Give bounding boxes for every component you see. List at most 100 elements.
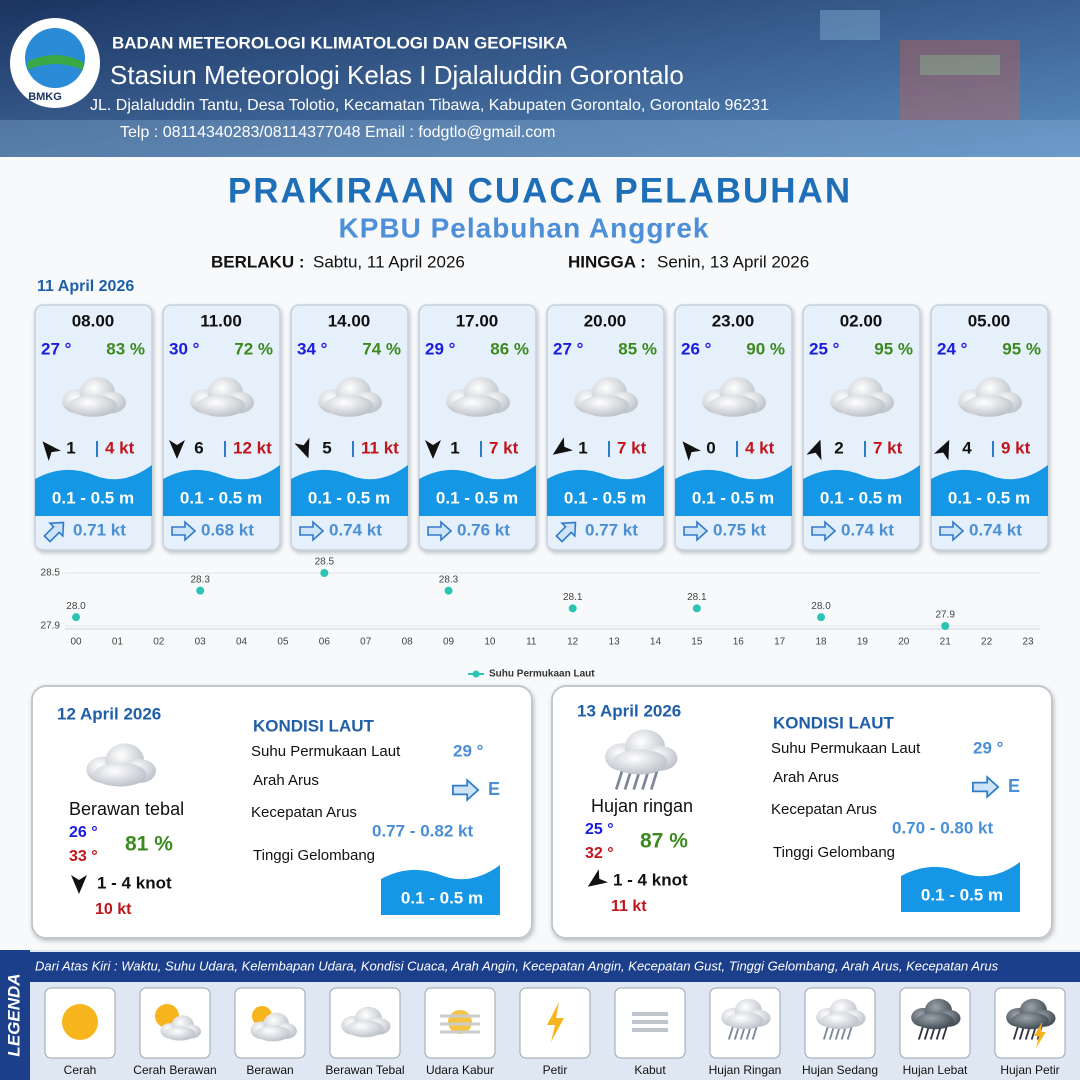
lightning bbox=[547, 1002, 564, 1042]
weather-icon bbox=[911, 998, 961, 1030]
rain-drop bbox=[917, 1025, 924, 1040]
x-tick-label: 11 bbox=[526, 637, 537, 648]
cloud-part bbox=[346, 1020, 384, 1038]
cloud-part bbox=[93, 762, 147, 787]
rain-drop bbox=[941, 1025, 948, 1040]
contact: Telp : 08114340283/08114377048 Email : f… bbox=[120, 124, 556, 141]
x-tick-label: 05 bbox=[277, 637, 289, 648]
current-arrow bbox=[452, 778, 480, 802]
temperature: 25 ° bbox=[809, 339, 840, 358]
weather-icon bbox=[190, 377, 254, 417]
current-speed: 0.76 kt bbox=[457, 520, 510, 539]
valid-to-label: HINGGA : bbox=[568, 252, 646, 271]
current-arrow bbox=[683, 520, 709, 542]
current-speed: 0.77 - 0.82 kt bbox=[372, 821, 473, 840]
time: 11.00 bbox=[200, 311, 242, 330]
wave-label: Tinggi Gelombang bbox=[253, 847, 375, 864]
wave-height: 0.1 - 0.5 m bbox=[401, 888, 483, 907]
wave bbox=[931, 465, 1048, 516]
header-decoration bbox=[0, 10, 1080, 157]
cloud-part bbox=[726, 1012, 764, 1030]
current-arrow bbox=[43, 521, 65, 543]
data-label: 28.5 bbox=[315, 557, 335, 568]
data-label: 28.3 bbox=[439, 574, 459, 585]
data-point bbox=[320, 569, 329, 577]
current-arrow bbox=[939, 520, 965, 542]
wind-arrow bbox=[587, 869, 608, 887]
current-speed: 0.75 kt bbox=[713, 520, 766, 539]
weather-icon bbox=[958, 377, 1022, 417]
current-speed: 0.68 kt bbox=[201, 520, 254, 539]
current-arrow bbox=[972, 775, 1000, 799]
x-tick-label: 09 bbox=[443, 637, 455, 648]
temp-max: 33 ° bbox=[69, 848, 98, 865]
humidity: 95 % bbox=[1002, 339, 1041, 358]
gust: 4 kt bbox=[745, 438, 775, 457]
sun bbox=[62, 1004, 98, 1040]
weather-icon bbox=[605, 729, 678, 790]
gust: 7 kt bbox=[873, 438, 903, 457]
gust: 4 kt bbox=[105, 438, 135, 457]
rain-drop bbox=[822, 1025, 829, 1040]
humidity: 81 % bbox=[125, 833, 173, 856]
cloud-part bbox=[255, 1025, 291, 1042]
legend-item-label: Kabut bbox=[634, 1063, 666, 1077]
cloud-part bbox=[836, 394, 886, 417]
gust: 11 kt bbox=[611, 898, 647, 915]
weather-icon bbox=[605, 729, 678, 775]
temp-min: 26 ° bbox=[69, 824, 98, 841]
humidity: 87 % bbox=[640, 830, 688, 853]
x-tick-label: 08 bbox=[402, 637, 414, 648]
page-title: PRAKIRAAN CUACA PELABUHAN bbox=[228, 171, 852, 210]
legend-item-label: Petir bbox=[543, 1063, 568, 1077]
gust: 10 kt bbox=[95, 901, 132, 918]
gust: 7 kt bbox=[617, 438, 647, 457]
wave bbox=[381, 865, 500, 915]
wind-arrow bbox=[42, 441, 61, 462]
cloud-part bbox=[708, 394, 758, 417]
x-tick-label: 20 bbox=[898, 637, 910, 648]
x-tick-label: 23 bbox=[1022, 637, 1034, 648]
data-point bbox=[72, 613, 80, 622]
legend-item-label: Hujan Sedang bbox=[802, 1063, 878, 1077]
x-tick-label: 17 bbox=[774, 637, 786, 648]
page-subtitle: KPBU Pelabuhan Anggrek bbox=[338, 212, 709, 243]
wave-height: 0.1 - 0.5 m bbox=[308, 488, 390, 507]
x-tick-label: 21 bbox=[940, 637, 952, 648]
wind-speed: 0 bbox=[706, 438, 715, 457]
weather-icon bbox=[318, 377, 382, 417]
rain-drop bbox=[614, 769, 624, 790]
weather-icon bbox=[160, 1015, 201, 1041]
temp-min: 25 ° bbox=[585, 821, 614, 838]
x-tick-label: 18 bbox=[815, 637, 827, 648]
date: 13 April 2026 bbox=[577, 701, 681, 720]
rain-drop bbox=[846, 1025, 853, 1040]
current-speed: 0.71 kt bbox=[73, 520, 126, 539]
rain-drop bbox=[751, 1025, 758, 1040]
wind-arrow bbox=[682, 441, 701, 462]
wave bbox=[901, 862, 1020, 912]
gust: 11 kt bbox=[361, 438, 399, 457]
wind-speed: 2 bbox=[834, 438, 843, 457]
wind-speed: 1 bbox=[450, 438, 459, 457]
humidity: 86 % bbox=[490, 339, 529, 358]
wind-speed: 5 bbox=[322, 438, 331, 457]
cloud-part bbox=[452, 394, 502, 417]
data-label: 28.3 bbox=[190, 574, 210, 585]
gust: 12 kt bbox=[233, 438, 272, 457]
weather-icon bbox=[341, 1006, 391, 1038]
weather-icon bbox=[62, 377, 126, 417]
time: 05.00 bbox=[968, 311, 1011, 330]
weather-icon bbox=[1006, 998, 1056, 1030]
legend-item-label: Cerah Berawan bbox=[133, 1063, 216, 1077]
temperature: 29 ° bbox=[425, 339, 456, 358]
wind-arrow bbox=[71, 875, 87, 894]
cloud-part bbox=[164, 1026, 196, 1041]
temp-max: 32 ° bbox=[585, 845, 614, 862]
humidity: 85 % bbox=[618, 339, 657, 358]
address: JL. Djalaluddin Tantu, Desa Tolotio, Kec… bbox=[90, 97, 769, 114]
wind-arrow bbox=[169, 440, 185, 459]
x-tick-label: 07 bbox=[360, 637, 372, 648]
